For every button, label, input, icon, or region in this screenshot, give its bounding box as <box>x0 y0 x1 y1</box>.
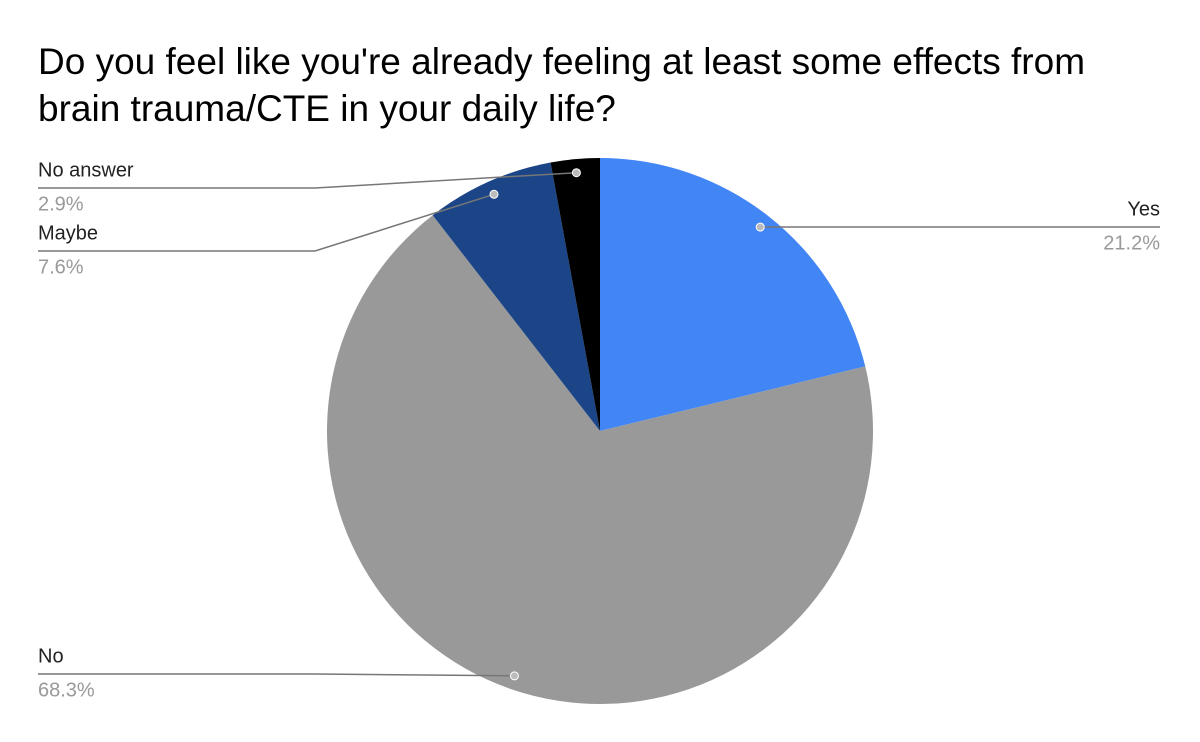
pie-slice <box>327 215 874 704</box>
pie-slice <box>432 162 600 431</box>
leader-line <box>38 193 495 252</box>
leader-dot <box>509 671 519 681</box>
legend-label: Maybe <box>38 222 98 244</box>
value-label: 2.9% <box>38 193 84 215</box>
pie-slice <box>600 158 866 431</box>
pie-slice <box>550 158 600 431</box>
leader-line <box>38 171 577 189</box>
legend-label: No <box>38 645 64 667</box>
leader-dot <box>571 168 581 178</box>
value-label: 68.3% <box>38 679 95 701</box>
value-label: 21.2% <box>1103 232 1160 254</box>
legend-label: No answer <box>38 159 134 181</box>
leader-dot <box>489 189 499 199</box>
legend-label: Yes <box>1127 198 1160 220</box>
leader-dot <box>755 222 765 232</box>
value-label: 7.6% <box>38 256 84 278</box>
leader-line <box>38 673 515 677</box>
chart-title: Do you feel like you're already feeling … <box>38 41 1086 129</box>
